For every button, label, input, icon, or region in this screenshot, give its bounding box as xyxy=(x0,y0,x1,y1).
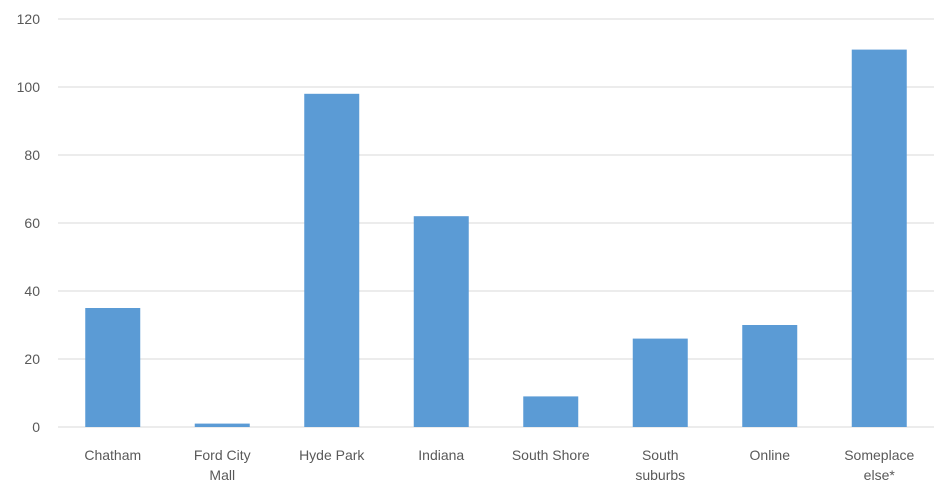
x-tick-label-line: Someplace xyxy=(844,447,914,463)
x-axis-tick-labels: Chatham Ford City Mall Hyde Park Indiana Sout… xyxy=(84,447,914,483)
x-tick-label-line: South xyxy=(642,447,679,463)
y-tick-label: 80 xyxy=(24,147,40,163)
bar-3 xyxy=(413,216,469,427)
bar-0 xyxy=(85,308,141,427)
bar-7 xyxy=(851,49,907,427)
x-tick-label-line: Indiana xyxy=(418,447,464,463)
y-tick-label: 0 xyxy=(32,419,40,435)
y-tick-label: 100 xyxy=(17,79,41,95)
bar-2 xyxy=(304,93,360,428)
x-tick-label: Online xyxy=(750,447,791,463)
x-tick-label-line: else* xyxy=(864,467,896,483)
y-tick-label: 60 xyxy=(24,215,40,231)
x-tick-label: Indiana xyxy=(418,447,464,463)
bar-1 xyxy=(194,423,250,427)
x-tick-label: Ford City Mall xyxy=(194,447,251,483)
bars xyxy=(85,49,907,428)
bar-6 xyxy=(742,325,798,427)
x-tick-label-line: Hyde Park xyxy=(299,447,365,463)
gridlines xyxy=(58,18,934,428)
x-tick-label-line: South Shore xyxy=(512,447,590,463)
x-tick-label: South Shore xyxy=(512,447,590,463)
y-axis-tick-labels: 0 20 40 60 80 100 120 xyxy=(17,11,41,435)
x-tick-label-line: Mall xyxy=(209,467,235,483)
bar-5 xyxy=(632,338,688,427)
x-tick-label: South suburbs xyxy=(635,447,685,483)
x-tick-label-line: Ford City xyxy=(194,447,251,463)
x-tick-label: Someplace else* xyxy=(844,447,914,483)
x-tick-label-line: Chatham xyxy=(84,447,141,463)
x-tick-label-line: Online xyxy=(750,447,791,463)
bar-4 xyxy=(523,396,579,427)
y-tick-label: 120 xyxy=(17,11,41,27)
y-tick-label: 20 xyxy=(24,351,40,367)
y-tick-label: 40 xyxy=(24,283,40,299)
x-tick-label-line: suburbs xyxy=(635,467,685,483)
x-tick-label: Chatham xyxy=(84,447,141,463)
x-tick-label: Hyde Park xyxy=(299,447,365,463)
